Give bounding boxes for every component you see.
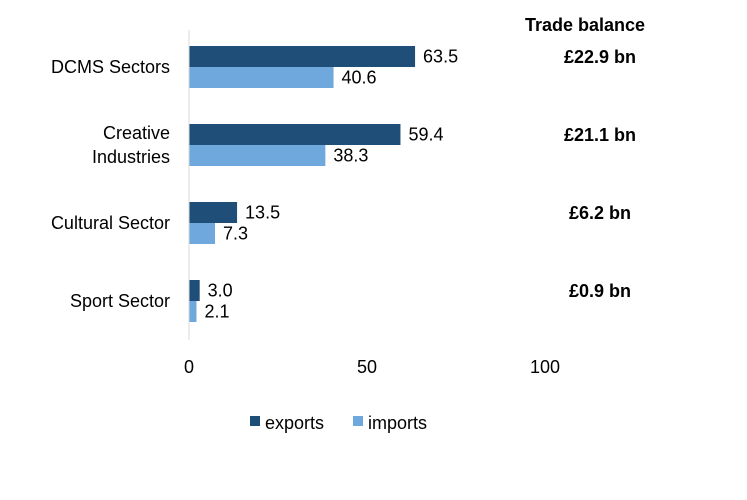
trade-balance-values: £22.9 bn £21.1 bn £6.2 bn £0.9 bn (564, 47, 636, 301)
data-label-imports: 38.3 (333, 146, 368, 166)
bar-exports (189, 202, 238, 223)
labels-layer: DCMS Sectors 63.5 40.6 Creative Industries 59… (51, 47, 458, 322)
trade-balance-title: Trade balance (525, 15, 645, 35)
bars-layer (189, 46, 416, 322)
data-label-exports: 59.4 (408, 125, 443, 145)
legend-label-exports: exports (265, 413, 324, 433)
bar-imports (189, 67, 334, 88)
category-label: Industries (92, 147, 170, 167)
data-label-exports: 3.0 (208, 281, 233, 301)
x-tick-label: 100 (530, 357, 560, 377)
data-label-imports: 7.3 (223, 224, 248, 244)
legend-label-imports: imports (368, 413, 427, 433)
trade-balance-value: £0.9 bn (569, 281, 631, 301)
category-label: Sport Sector (70, 291, 170, 311)
legend-swatch-imports (353, 416, 363, 426)
data-label-imports: 40.6 (342, 68, 377, 88)
bar-imports (189, 145, 326, 166)
bar-exports (189, 280, 200, 301)
bar-exports (189, 124, 401, 145)
x-axis-ticks: 0 50 100 (184, 357, 560, 377)
category-label: DCMS Sectors (51, 57, 170, 77)
trade-balance-value: £6.2 bn (569, 203, 631, 223)
x-tick-label: 50 (357, 357, 377, 377)
trade-balance-value: £21.1 bn (564, 125, 636, 145)
category-label: Creative (103, 123, 170, 143)
data-label-exports: 63.5 (423, 47, 458, 67)
legend: exports imports (250, 413, 427, 433)
x-tick-label: 0 (184, 357, 194, 377)
bar-imports (189, 223, 215, 244)
category-label: Cultural Sector (51, 213, 170, 233)
bar-imports (189, 301, 197, 322)
bar-exports (189, 46, 416, 67)
data-label-exports: 13.5 (245, 203, 280, 223)
legend-swatch-exports (250, 416, 260, 426)
data-label-imports: 2.1 (204, 302, 229, 322)
trade-balance-value: £22.9 bn (564, 47, 636, 67)
